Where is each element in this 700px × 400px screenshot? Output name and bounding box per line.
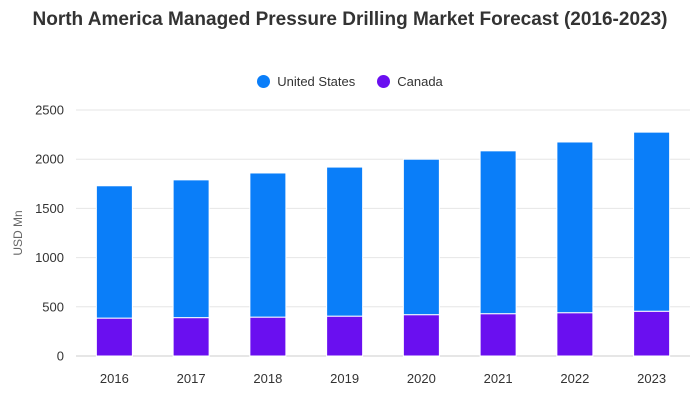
y-tick-label: 2000 [35, 152, 64, 167]
y-tick-label: 1000 [35, 250, 64, 265]
x-tick-label: 2017 [177, 371, 206, 386]
legend-swatch-united-states [257, 75, 271, 88]
bar-united-states-2017[interactable] [172, 179, 210, 319]
bar-canada-2017[interactable] [172, 317, 210, 357]
legend-swatch-canada [377, 75, 391, 88]
bar-united-states-2023[interactable] [633, 131, 671, 312]
legend-item-canada[interactable]: Canada [377, 74, 443, 89]
x-tick-label: 2023 [637, 371, 666, 386]
gridlines [76, 109, 690, 357]
bar-canada-2016[interactable] [95, 317, 133, 357]
x-tick-label: 2020 [407, 371, 436, 386]
x-tick-label: 2022 [560, 371, 589, 386]
bar-canada-2022[interactable] [556, 312, 594, 357]
x-tick-label: 2021 [484, 371, 513, 386]
bar-united-states-2019[interactable] [326, 166, 364, 317]
bar-canada-2021[interactable] [479, 313, 517, 357]
chart-legend: United States Canada [0, 74, 700, 89]
y-axis-label: USD Mn [11, 210, 25, 255]
x-tick-label: 2016 [100, 371, 129, 386]
bars [95, 131, 671, 357]
bar-united-states-2020[interactable] [402, 158, 440, 316]
legend-label-canada: Canada [397, 74, 443, 89]
x-tick-label: 2018 [253, 371, 282, 386]
bar-united-states-2022[interactable] [556, 141, 594, 314]
bar-united-states-2021[interactable] [479, 150, 517, 315]
y-tick-label: 0 [57, 349, 64, 364]
bar-united-states-2018[interactable] [249, 172, 287, 318]
legend-item-united-states[interactable]: United States [257, 74, 355, 89]
legend-label-united-states: United States [277, 74, 356, 89]
bar-canada-2019[interactable] [326, 315, 364, 357]
y-tick-label: 500 [42, 299, 64, 314]
x-tick-label: 2019 [330, 371, 359, 386]
y-axis-ticks: 0 500 1000 1500 2000 2500 [35, 103, 64, 364]
bar-canada-2020[interactable] [402, 314, 440, 357]
bar-canada-2018[interactable] [249, 316, 287, 357]
x-axis-ticks: 2016 2017 2018 2019 2020 2021 2022 2023 [100, 371, 666, 386]
bar-canada-2023[interactable] [633, 310, 671, 357]
y-tick-label: 1500 [35, 201, 64, 216]
bar-united-states-2016[interactable] [95, 185, 133, 319]
y-tick-label: 2500 [35, 103, 64, 118]
chart-title: North America Managed Pressure Drilling … [32, 9, 668, 30]
